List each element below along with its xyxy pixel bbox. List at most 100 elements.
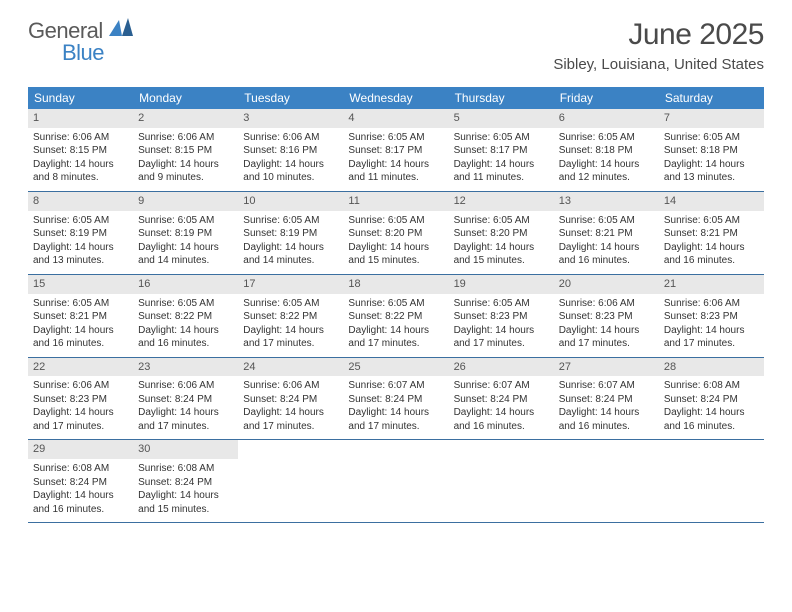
daylight-line: Daylight: 14 hours and 13 minutes. <box>664 158 759 185</box>
calendar-grid: SundayMondayTuesdayWednesdayThursdayFrid… <box>28 87 764 523</box>
day-cell: 11Sunrise: 6:05 AMSunset: 8:20 PMDayligh… <box>343 192 448 274</box>
day-number: 25 <box>343 358 448 377</box>
day-body: Sunrise: 6:05 AMSunset: 8:17 PMDaylight:… <box>449 128 554 191</box>
week-row: 1Sunrise: 6:06 AMSunset: 8:15 PMDaylight… <box>28 109 764 192</box>
sunset-line: Sunset: 8:17 PM <box>454 144 549 158</box>
daylight-line: Daylight: 14 hours and 13 minutes. <box>33 241 128 268</box>
sunset-line: Sunset: 8:18 PM <box>559 144 654 158</box>
sunset-line: Sunset: 8:15 PM <box>138 144 233 158</box>
day-body: Sunrise: 6:06 AMSunset: 8:24 PMDaylight:… <box>238 376 343 439</box>
sunset-line: Sunset: 8:24 PM <box>138 393 233 407</box>
day-number: 19 <box>449 275 554 294</box>
daylight-line: Daylight: 14 hours and 15 minutes. <box>454 241 549 268</box>
day-number: 26 <box>449 358 554 377</box>
daylight-line: Daylight: 14 hours and 16 minutes. <box>33 489 128 516</box>
weekday-header: Tuesday <box>238 87 343 109</box>
day-cell: 30Sunrise: 6:08 AMSunset: 8:24 PMDayligh… <box>133 440 238 522</box>
day-body: Sunrise: 6:08 AMSunset: 8:24 PMDaylight:… <box>28 459 133 522</box>
daylight-line: Daylight: 14 hours and 8 minutes. <box>33 158 128 185</box>
day-body: Sunrise: 6:05 AMSunset: 8:18 PMDaylight:… <box>659 128 764 191</box>
day-body: Sunrise: 6:06 AMSunset: 8:16 PMDaylight:… <box>238 128 343 191</box>
weekday-header: Wednesday <box>343 87 448 109</box>
day-body: Sunrise: 6:05 AMSunset: 8:20 PMDaylight:… <box>449 211 554 274</box>
daylight-line: Daylight: 14 hours and 10 minutes. <box>243 158 338 185</box>
day-body: Sunrise: 6:08 AMSunset: 8:24 PMDaylight:… <box>659 376 764 439</box>
sunset-line: Sunset: 8:24 PM <box>243 393 338 407</box>
daylight-line: Daylight: 14 hours and 17 minutes. <box>454 324 549 351</box>
day-cell: 15Sunrise: 6:05 AMSunset: 8:21 PMDayligh… <box>28 275 133 357</box>
day-cell: 22Sunrise: 6:06 AMSunset: 8:23 PMDayligh… <box>28 358 133 440</box>
day-body: Sunrise: 6:05 AMSunset: 8:19 PMDaylight:… <box>133 211 238 274</box>
day-number: 13 <box>554 192 659 211</box>
day-body: Sunrise: 6:05 AMSunset: 8:22 PMDaylight:… <box>343 294 448 357</box>
sunrise-line: Sunrise: 6:08 AM <box>33 462 128 476</box>
sunrise-line: Sunrise: 6:07 AM <box>454 379 549 393</box>
daylight-line: Daylight: 14 hours and 16 minutes. <box>454 406 549 433</box>
sunset-line: Sunset: 8:24 PM <box>33 476 128 490</box>
day-number: 2 <box>133 109 238 128</box>
day-number: 6 <box>554 109 659 128</box>
sunrise-line: Sunrise: 6:06 AM <box>138 131 233 145</box>
day-number: 28 <box>659 358 764 377</box>
day-number: 3 <box>238 109 343 128</box>
sunrise-line: Sunrise: 6:05 AM <box>33 297 128 311</box>
week-row: 8Sunrise: 6:05 AMSunset: 8:19 PMDaylight… <box>28 192 764 275</box>
day-number: 30 <box>133 440 238 459</box>
sunrise-line: Sunrise: 6:06 AM <box>138 379 233 393</box>
sunset-line: Sunset: 8:24 PM <box>454 393 549 407</box>
sunrise-line: Sunrise: 6:05 AM <box>664 214 759 228</box>
day-cell: 16Sunrise: 6:05 AMSunset: 8:22 PMDayligh… <box>133 275 238 357</box>
sunset-line: Sunset: 8:23 PM <box>664 310 759 324</box>
day-number: 7 <box>659 109 764 128</box>
sunset-line: Sunset: 8:21 PM <box>33 310 128 324</box>
daylight-line: Daylight: 14 hours and 16 minutes. <box>664 406 759 433</box>
sunrise-line: Sunrise: 6:05 AM <box>454 131 549 145</box>
empty-day-cell <box>343 440 448 522</box>
logo-mark-icon <box>109 18 135 41</box>
day-cell: 7Sunrise: 6:05 AMSunset: 8:18 PMDaylight… <box>659 109 764 191</box>
sunset-line: Sunset: 8:20 PM <box>454 227 549 241</box>
day-number: 20 <box>554 275 659 294</box>
day-body: Sunrise: 6:05 AMSunset: 8:22 PMDaylight:… <box>133 294 238 357</box>
sunrise-line: Sunrise: 6:07 AM <box>348 379 443 393</box>
day-number: 29 <box>28 440 133 459</box>
daylight-line: Daylight: 14 hours and 16 minutes. <box>33 324 128 351</box>
day-body: Sunrise: 6:06 AMSunset: 8:23 PMDaylight:… <box>28 376 133 439</box>
day-cell: 21Sunrise: 6:06 AMSunset: 8:23 PMDayligh… <box>659 275 764 357</box>
sunset-line: Sunset: 8:22 PM <box>243 310 338 324</box>
day-body: Sunrise: 6:05 AMSunset: 8:19 PMDaylight:… <box>238 211 343 274</box>
day-number: 9 <box>133 192 238 211</box>
day-body: Sunrise: 6:05 AMSunset: 8:21 PMDaylight:… <box>554 211 659 274</box>
sunset-line: Sunset: 8:20 PM <box>348 227 443 241</box>
day-cell: 24Sunrise: 6:06 AMSunset: 8:24 PMDayligh… <box>238 358 343 440</box>
day-number: 24 <box>238 358 343 377</box>
day-cell: 27Sunrise: 6:07 AMSunset: 8:24 PMDayligh… <box>554 358 659 440</box>
sunset-line: Sunset: 8:22 PM <box>348 310 443 324</box>
day-number: 27 <box>554 358 659 377</box>
sunrise-line: Sunrise: 6:06 AM <box>559 297 654 311</box>
daylight-line: Daylight: 14 hours and 14 minutes. <box>243 241 338 268</box>
day-body: Sunrise: 6:05 AMSunset: 8:22 PMDaylight:… <box>238 294 343 357</box>
sunset-line: Sunset: 8:24 PM <box>559 393 654 407</box>
sunrise-line: Sunrise: 6:05 AM <box>348 214 443 228</box>
title-block: June 2025 Sibley, Louisiana, United Stat… <box>553 18 764 73</box>
page-title: June 2025 <box>553 18 764 52</box>
day-number: 8 <box>28 192 133 211</box>
daylight-line: Daylight: 14 hours and 12 minutes. <box>559 158 654 185</box>
day-body: Sunrise: 6:05 AMSunset: 8:21 PMDaylight:… <box>659 211 764 274</box>
day-cell: 10Sunrise: 6:05 AMSunset: 8:19 PMDayligh… <box>238 192 343 274</box>
day-cell: 1Sunrise: 6:06 AMSunset: 8:15 PMDaylight… <box>28 109 133 191</box>
week-row: 15Sunrise: 6:05 AMSunset: 8:21 PMDayligh… <box>28 275 764 358</box>
sunset-line: Sunset: 8:17 PM <box>348 144 443 158</box>
weekday-header: Friday <box>554 87 659 109</box>
sunrise-line: Sunrise: 6:05 AM <box>243 214 338 228</box>
day-body: Sunrise: 6:06 AMSunset: 8:23 PMDaylight:… <box>554 294 659 357</box>
day-number: 21 <box>659 275 764 294</box>
day-number: 4 <box>343 109 448 128</box>
day-number: 18 <box>343 275 448 294</box>
sunrise-line: Sunrise: 6:06 AM <box>33 379 128 393</box>
sunset-line: Sunset: 8:21 PM <box>664 227 759 241</box>
location-text: Sibley, Louisiana, United States <box>553 56 764 73</box>
day-body: Sunrise: 6:07 AMSunset: 8:24 PMDaylight:… <box>449 376 554 439</box>
day-number: 17 <box>238 275 343 294</box>
